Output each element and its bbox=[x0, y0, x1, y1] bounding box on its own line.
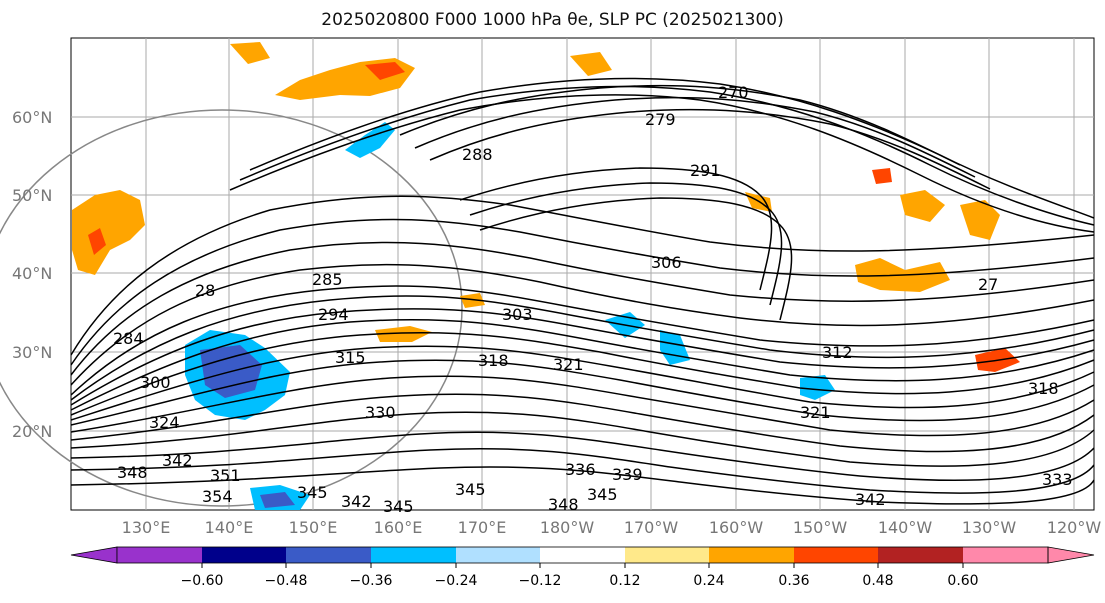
positive-anomaly-bering bbox=[570, 52, 612, 76]
lat-label-20n: 20°N bbox=[12, 422, 52, 441]
latitude-labels: 60°N 50°N 40°N 30°N 20°N bbox=[12, 108, 52, 441]
lat-label-50n: 50°N bbox=[12, 186, 52, 205]
contour-label-288: 288 bbox=[462, 145, 493, 164]
contour-label-285: 285 bbox=[312, 270, 343, 289]
contour-label-294: 294 bbox=[318, 305, 349, 324]
contour-label-333: 333 bbox=[1042, 470, 1073, 489]
negative-anomaly-okhotsk bbox=[345, 122, 395, 158]
colorbar-label-3: −0.24 bbox=[435, 573, 478, 589]
positive-anomaly-siberia bbox=[72, 190, 145, 275]
lat-label-60n: 60°N bbox=[12, 108, 52, 127]
colorbar-label-6: 0.24 bbox=[693, 573, 724, 589]
contour-label-315: 315 bbox=[335, 348, 366, 367]
lat-label-40n: 40°N bbox=[12, 264, 52, 283]
colorbar-segments bbox=[70, 546, 1095, 564]
contour-label-342: 342 bbox=[162, 451, 193, 470]
colorbar-label-8: 0.48 bbox=[862, 573, 893, 589]
colorbar-segment bbox=[878, 547, 963, 563]
colorbar-label-1: −0.48 bbox=[265, 573, 308, 589]
colorbar-segment bbox=[794, 547, 878, 563]
contour-label-279: 279 bbox=[645, 110, 676, 129]
gridlines bbox=[71, 38, 1094, 510]
colorbar-segment bbox=[625, 547, 709, 563]
colorbar-segment bbox=[371, 547, 456, 563]
colorbar: −0.60 −0.48 −0.36 −0.24 −0.12 0.12 0.24 … bbox=[70, 546, 1095, 589]
positive-anomaly-okhotsk bbox=[230, 42, 270, 64]
colorbar-label-9: 0.60 bbox=[947, 573, 978, 589]
lon-label-120w: 120°W bbox=[1047, 518, 1102, 537]
colorbar-segment bbox=[709, 547, 794, 563]
contour-label-324: 324 bbox=[149, 413, 180, 432]
lon-label-150e: 150°E bbox=[289, 518, 338, 537]
colorbar-extend-low bbox=[70, 546, 118, 564]
colorbar-segment bbox=[202, 547, 286, 563]
lon-label-180w: 180°W bbox=[540, 518, 595, 537]
positive-anomaly-mid bbox=[375, 326, 432, 342]
colorbar-segment bbox=[286, 547, 371, 563]
negative-anomaly-south-core bbox=[260, 492, 295, 508]
colorbar-label-5: 0.12 bbox=[609, 573, 640, 589]
negative-anomaly-e-pac bbox=[800, 375, 835, 400]
lon-label-140w: 140°W bbox=[878, 518, 933, 537]
contour-label-318: 318 bbox=[478, 351, 509, 370]
contour-label-339: 339 bbox=[612, 465, 643, 484]
colorbar-label-0: −0.60 bbox=[181, 573, 224, 589]
lon-label-170e: 170°E bbox=[458, 518, 507, 537]
contour-label-342-c: 342 bbox=[855, 490, 886, 509]
figure-title: 2025020800 F000 1000 hPa θe, SLP PC (202… bbox=[321, 10, 784, 30]
contour-label-345: 345 bbox=[297, 483, 328, 502]
colorbar-segment bbox=[456, 547, 540, 563]
colorbar-segment bbox=[117, 547, 202, 563]
contour-label-345-c: 345 bbox=[455, 480, 486, 499]
contour-lines bbox=[70, 77, 1095, 505]
lon-label-130e: 130°E bbox=[122, 518, 171, 537]
contour-label-345-b: 345 bbox=[383, 497, 414, 516]
positive-anomaly-dateline bbox=[460, 293, 485, 308]
lon-label-160w: 160°W bbox=[709, 518, 764, 537]
region-circle bbox=[0, 109, 463, 507]
colorbar-label-2: −0.36 bbox=[350, 573, 393, 589]
contour-label-28: 28 bbox=[195, 281, 215, 300]
colorbar-label-4: −0.12 bbox=[519, 573, 562, 589]
contour-label-336: 336 bbox=[565, 460, 596, 479]
contour-label-270: 270 bbox=[718, 83, 749, 102]
lat-label-30n: 30°N bbox=[12, 343, 52, 362]
contour-label-321: 321 bbox=[553, 355, 584, 374]
contour-label-321-east: 321 bbox=[800, 403, 831, 422]
contour-label-354: 354 bbox=[202, 487, 233, 506]
colorbar-segment bbox=[540, 547, 625, 563]
contour-labels: 270 279 288 291 285 306 28 294 303 284 3… bbox=[113, 83, 1073, 516]
contour-label-284: 284 bbox=[113, 329, 144, 348]
contour-label-318-east: 318 bbox=[1028, 379, 1059, 398]
colorbar-extend-high bbox=[1047, 546, 1095, 564]
contour-label-345-d: 345 bbox=[587, 485, 618, 504]
longitude-labels: 130°E 140°E 150°E 160°E 170°E 180°W 170°… bbox=[122, 518, 1102, 537]
contour-label-351: 351 bbox=[210, 466, 241, 485]
colorbar-ticks bbox=[201, 563, 964, 568]
contour-label-306: 306 bbox=[651, 253, 682, 272]
lon-label-150w: 150°W bbox=[793, 518, 848, 537]
contour-label-303: 303 bbox=[502, 305, 533, 324]
lon-label-170w: 170°W bbox=[624, 518, 679, 537]
lon-label-140e: 140°E bbox=[205, 518, 254, 537]
contour-label-348-b: 348 bbox=[548, 495, 579, 514]
colorbar-segment bbox=[963, 547, 1048, 563]
positive-anomaly-alaska-coast bbox=[960, 200, 1000, 240]
lon-label-130w: 130°W bbox=[962, 518, 1017, 537]
contour-label-348: 348 bbox=[117, 463, 148, 482]
contour-label-312: 312 bbox=[822, 343, 853, 362]
contour-label-291: 291 bbox=[690, 161, 721, 180]
positive-anomaly-kamchatka-core bbox=[365, 62, 405, 80]
contour-label-330: 330 bbox=[365, 403, 396, 422]
lon-label-160e: 160°E bbox=[374, 518, 423, 537]
positive-anomaly-siberia-core bbox=[88, 228, 106, 255]
positive-anomaly-gulf-core bbox=[872, 168, 892, 184]
colorbar-outline bbox=[116, 546, 1049, 564]
contour-label-27: 27 bbox=[978, 275, 998, 294]
positive-anomaly-bc bbox=[900, 190, 945, 222]
colorbar-label-7: 0.36 bbox=[778, 573, 809, 589]
contour-label-342-b: 342 bbox=[341, 492, 372, 511]
contour-label-300: 300 bbox=[140, 373, 171, 392]
